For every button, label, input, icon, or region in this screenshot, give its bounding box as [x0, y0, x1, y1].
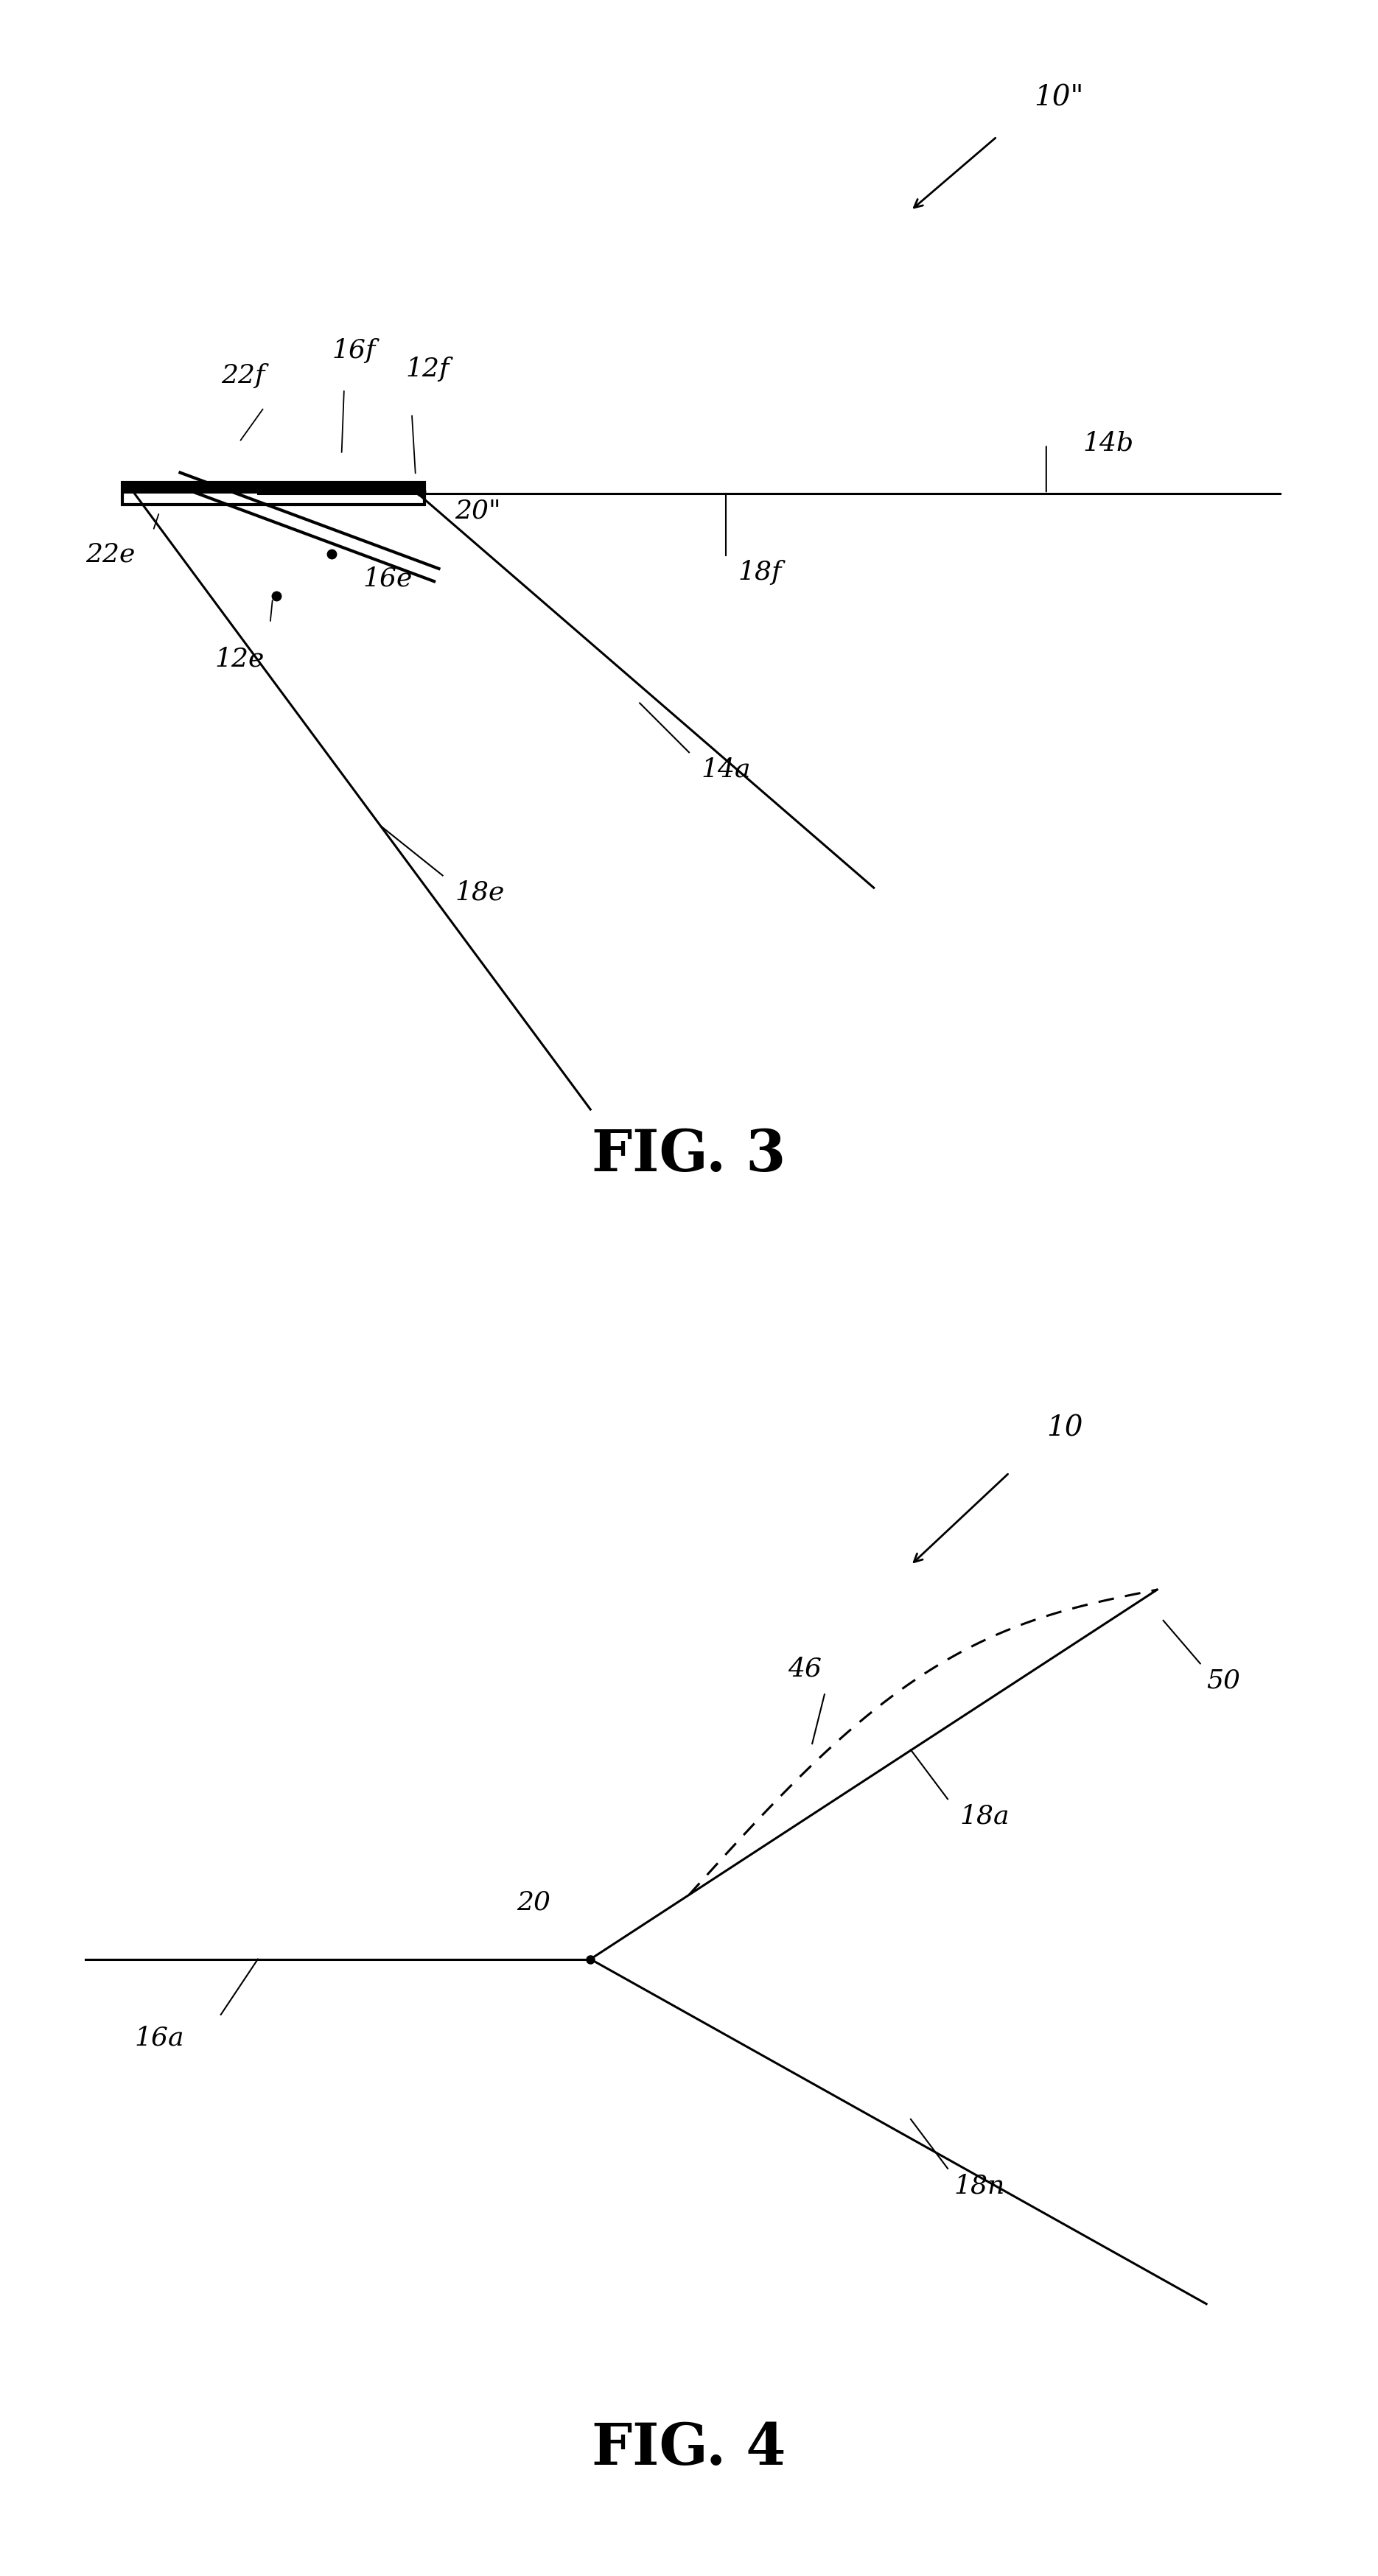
Text: 16e: 16e — [362, 567, 412, 592]
Text: 18f: 18f — [739, 559, 783, 585]
Text: 16f: 16f — [332, 337, 375, 363]
Bar — [123, 482, 424, 505]
Text: 18a: 18a — [960, 1803, 1010, 1829]
Bar — [123, 482, 424, 495]
Text: 12f: 12f — [405, 358, 449, 381]
Text: 10: 10 — [1046, 1414, 1083, 1443]
Text: 46: 46 — [788, 1656, 821, 1682]
Text: FIG. 3: FIG. 3 — [593, 1128, 785, 1182]
Text: 14a: 14a — [701, 757, 751, 783]
Text: 18e: 18e — [455, 881, 504, 904]
Text: 50: 50 — [1206, 1669, 1240, 1692]
Text: 18n: 18n — [954, 2174, 1005, 2197]
Text: 20: 20 — [517, 1891, 550, 1914]
Text: 22f: 22f — [220, 363, 265, 389]
Text: FIG. 4: FIG. 4 — [593, 2421, 785, 2476]
Text: 10": 10" — [1034, 85, 1083, 111]
Text: 22e: 22e — [85, 541, 135, 567]
Text: 16a: 16a — [135, 2025, 185, 2050]
Text: 20": 20" — [455, 497, 502, 523]
Text: 12e: 12e — [215, 647, 265, 672]
Text: 14b: 14b — [1083, 430, 1134, 456]
Bar — [123, 495, 424, 505]
